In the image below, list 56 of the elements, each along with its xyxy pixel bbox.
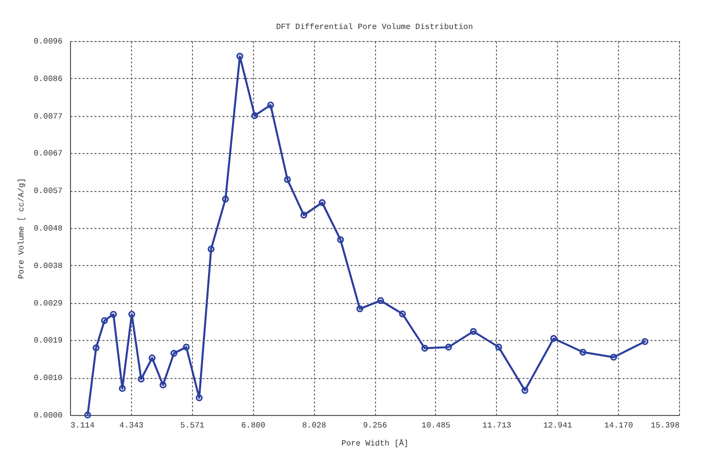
point	[300, 212, 308, 219]
x-tick-label: 9.256	[362, 422, 388, 430]
x-tick-label: 12.941	[543, 422, 572, 430]
point	[267, 102, 274, 108]
point	[196, 394, 203, 402]
point	[236, 52, 244, 60]
point	[550, 335, 558, 342]
point	[118, 385, 126, 392]
chart-title: DFT Differential Pore Volume Distribution	[276, 23, 474, 32]
x-tick-label: 4.343	[119, 422, 144, 430]
point	[160, 382, 166, 388]
point	[101, 317, 108, 324]
point	[251, 112, 258, 120]
y-tick-label: 0.0096	[34, 38, 63, 46]
x-tick-label: 8.028	[302, 422, 326, 430]
point	[337, 236, 344, 244]
point	[92, 344, 100, 352]
point	[610, 354, 618, 361]
y-tick-label: 0.0048	[34, 224, 63, 234]
point	[138, 376, 145, 383]
point	[521, 386, 528, 394]
point	[399, 310, 406, 318]
x-tick-label: 11.713	[482, 422, 512, 430]
point	[318, 199, 326, 206]
y-tick-label: 0.0029	[34, 299, 63, 308]
y-tick-label: 0.0010	[34, 374, 63, 384]
x-tick-label: 14.170	[604, 422, 634, 430]
point	[170, 350, 178, 357]
point	[445, 344, 452, 351]
point	[222, 196, 229, 203]
x-axis-title: Pore Width [Å]	[341, 438, 409, 448]
y-tick-label: 0.0057	[34, 187, 63, 196]
x-tick-label: 5.571	[180, 422, 205, 430]
x-tick-label: 3.114	[70, 422, 95, 430]
y-tick-label: 0.0019	[34, 336, 63, 346]
point	[148, 354, 156, 362]
point	[356, 305, 364, 312]
point	[128, 310, 136, 318]
point	[495, 344, 502, 351]
x-tick-label: 10.485	[422, 422, 451, 430]
point	[182, 344, 190, 351]
point	[579, 348, 586, 356]
point	[208, 246, 215, 253]
y-tick-label: 0.0000	[34, 412, 63, 420]
y-tick-label: 0.0067	[34, 150, 63, 159]
point	[421, 344, 428, 352]
y-tick-label: 0.0038	[34, 262, 63, 271]
point	[377, 297, 384, 304]
x-tick-label: 15.398	[650, 422, 680, 430]
x-tick-label: 6.800	[241, 422, 266, 430]
y-tick-label: 0.0086	[34, 74, 63, 84]
point	[470, 328, 477, 335]
point	[284, 176, 291, 184]
point	[110, 310, 117, 318]
y-tick-label: 0.0077	[34, 112, 63, 122]
y-axis-title: Pore Volume [ cc/A/g]	[18, 178, 27, 279]
